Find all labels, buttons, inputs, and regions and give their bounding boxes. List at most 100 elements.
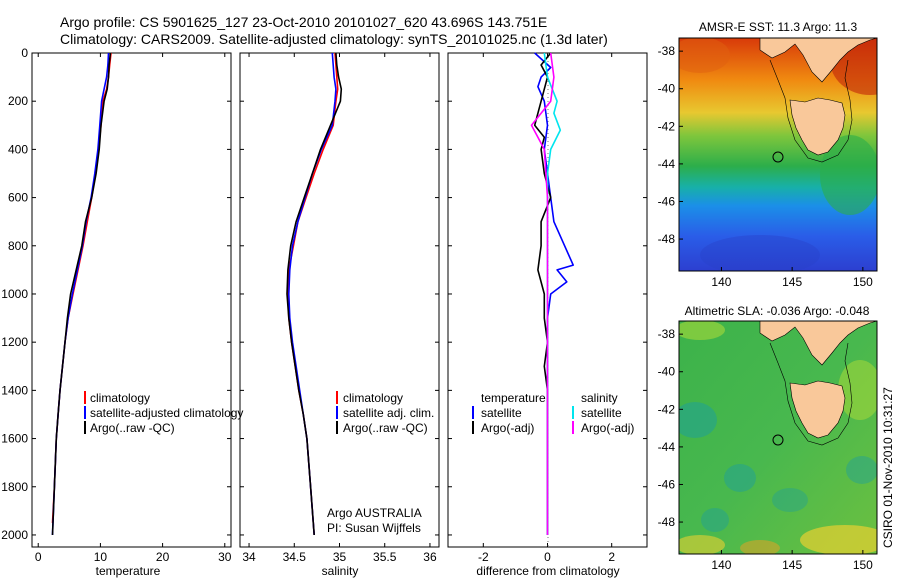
sst-map-title: AMSR-E SST: 11.3 Argo: 11.3 [699,20,858,34]
sst-green-patch [820,135,877,215]
sst-cool-patch [700,235,820,271]
x-tick-label: 150 [853,558,873,572]
argo-position-marker [772,151,784,163]
y-tick-label: 600 [8,191,28,205]
x-tick-label: 145 [782,275,802,289]
temperature-legend: climatology satellite-adjusted climatolo… [84,391,243,435]
sla-map-title: Altimetric SLA: -0.036 Argo: -0.048 [685,304,870,318]
annotation-pi: PI: Susan Wijffels [327,521,421,535]
difference-legend: temperature salinity satellite Argo(-adj… [472,391,634,435]
x-tick-label: 140 [711,275,731,289]
legend-swatch-sal-satellite [572,406,574,419]
x-tick-label: 150 [853,275,873,289]
legend-item-climatology: climatology [90,391,150,405]
sla-low-patch [701,508,729,532]
legend-swatch-satellite [336,406,338,419]
header-line-1: Argo profile: CS 5901625_127 23-Oct-2010… [60,14,547,30]
sla-field [679,321,877,554]
y-tick-label: -46 [658,194,676,208]
salinity-profiles [286,52,343,536]
x-tick-label: 34 [242,550,256,564]
x-tick-label: 35 [333,550,347,564]
tasmania-landmass [789,380,846,439]
y-tick-label: -48 [658,515,676,529]
y-tick-label: 1800 [1,480,28,494]
y-tick-label: 1000 [1,287,28,301]
sla-map-frame [678,320,878,555]
legend-swatch-argo [84,421,86,434]
y-tick-label: 800 [8,239,28,253]
annotation-argo-australia: Argo AUSTRALIA [327,506,422,520]
legend-swatch-satellite [84,406,86,419]
legend-swatch-sal-argo [572,421,574,434]
legend-item-argo: Argo(..raw -QC) [90,421,175,435]
y-tick-label: -38 [658,327,676,341]
legend-header-salinity: salinity [581,391,618,405]
legend-item-temp-satellite: satellite [481,406,522,420]
credit-text: CSIRO 01-Nov-2010 10:31:27 [881,387,895,548]
sla-high-patch [679,535,725,554]
legend-swatch-argo [336,421,338,434]
x-tick-label: 30 [218,550,232,564]
temperature-xlabel: temperature [96,564,161,578]
legend-swatch-climatology [336,391,338,404]
x-tick-label: 20 [156,550,170,564]
legend-item-argo: Argo(..raw -QC) [343,421,428,435]
x-tick-label: 145 [782,558,802,572]
sla-map [679,321,877,554]
y-tick-label: 1400 [1,383,28,397]
x-tick-label: 36 [423,550,437,564]
salinity-panel-frame [239,52,440,548]
y-tick-label: -38 [658,44,676,58]
sla-low-patch [724,464,756,492]
sla-map-axes: 140 145 150 -38 -40 -42 -44 -46 -48 [658,327,874,572]
sla-high-patch [679,321,725,340]
x-tick-label: -2 [478,550,489,564]
sst-map-axes: 140 145 150 -38 -40 -42 -44 -46 -48 [658,44,874,289]
y-tick-label: -44 [658,440,676,454]
y-tick-label: -40 [658,365,676,379]
x-tick-label: 0 [35,550,42,564]
sla-high-patch [800,525,877,554]
mainland-landmass [759,38,877,83]
y-tick-label: -40 [658,82,676,96]
y-tick-label: -48 [658,232,676,246]
y-tick-label: -42 [658,402,676,416]
y-tick-label: 2000 [1,528,28,542]
sst-map-frame [678,37,878,272]
sla-high-patch [838,360,877,420]
y-tick-label: 400 [8,142,28,156]
salinity-xlabel: salinity [322,564,359,578]
x-tick-label: 34.5 [283,550,307,564]
difference-axes: -2 0 2 [448,52,647,564]
sla-high-patch [740,540,780,554]
difference-profiles [530,52,575,535]
legend-item-satellite: satellite-adjusted climatology [90,406,243,420]
sla-low-patch [846,456,877,484]
y-tick-label: 200 [8,94,28,108]
legend-header-temperature: temperature [481,391,546,405]
isobath-contour [769,342,853,446]
temperature-axes: 0 10 20 30 0 200 400 600 800 1000 1200 1400 1600 1800… [1,46,231,564]
x-tick-label: 0 [544,550,551,564]
y-tick-label: -42 [658,119,676,133]
isobath-contour [769,59,853,163]
sst-map [679,38,877,271]
temperature-profiles [51,52,112,536]
legend-item-sal-satellite: satellite [581,406,622,420]
x-tick-label: 2 [608,550,615,564]
x-tick-label: 35.5 [373,550,397,564]
series-line-argo [286,52,343,536]
x-tick-label: 10 [94,550,108,564]
legend-item-climatology: climatology [343,391,403,405]
y-tick-label: 1200 [1,335,28,349]
difference-xlabel: difference from climatology [476,564,619,578]
temperature-panel-frame [31,52,232,548]
sst-warm-patch [679,38,730,73]
legend-item-temp-argo: Argo(-adj) [481,421,534,435]
y-tick-label: -44 [658,157,676,171]
legend-item-sal-argo: Argo(-adj) [581,421,634,435]
salinity-axes: 34 34.5 35 35.5 36 [240,52,439,564]
header-line-2: Climatology: CARS2009. Satellite-adjuste… [60,31,608,47]
